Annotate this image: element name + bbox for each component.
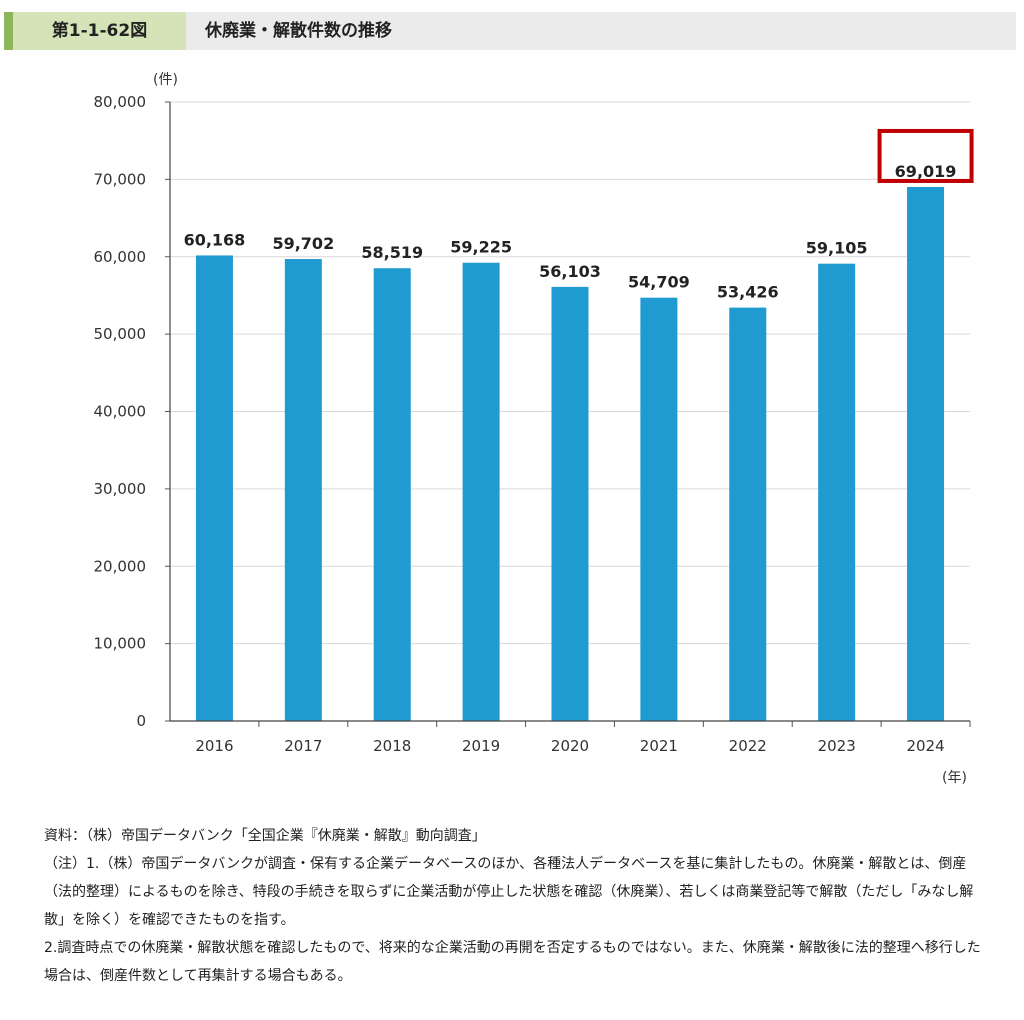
x-tick-label: 2016 (195, 737, 233, 755)
y-tick-label: 0 (136, 712, 146, 730)
x-tick-label: 2021 (640, 737, 678, 755)
notes: 資料：（株）帝国データバンク「全国企業『休廃業・解散』動向調査」 （注）1.（株… (44, 822, 984, 990)
bar-value-label: 58,519 (361, 243, 423, 262)
y-axis-ticks: 0 10,000 20,000 30,000 40,000 50,000 60,000 70,… (94, 93, 170, 730)
bar-2022 (729, 307, 767, 721)
y-tick-label: 40,000 (94, 403, 147, 421)
bar-value-label: 69,019 (895, 162, 957, 181)
bar-2020 (551, 286, 589, 721)
x-tick-label: 2022 (729, 737, 767, 755)
bar-value-label: 60,168 (184, 230, 246, 249)
bar-value-label: 59,702 (272, 234, 334, 253)
bar-value-label: 59,225 (450, 238, 512, 257)
note-1: （注）1.（株）帝国データバンクが調査・保有する企業データベースのほか、各種法人… (44, 856, 974, 928)
y-tick-label: 30,000 (94, 480, 147, 498)
x-tick-label: 2020 (551, 737, 589, 755)
bar-2024 (907, 186, 945, 722)
x-axis-ticks: 2016 2017 2018 2019 2020 2021 2022 2023 2024 (195, 721, 971, 755)
x-tick-label: 2019 (462, 737, 500, 755)
bars (195, 186, 945, 722)
bar-2018 (373, 268, 411, 721)
x-tick-label: 2023 (818, 737, 856, 755)
x-tick-label: 2024 (906, 737, 944, 755)
bar-value-label: 54,709 (628, 273, 690, 292)
y-tick-label: 10,000 (94, 635, 147, 653)
y-tick-label: 70,000 (94, 170, 147, 188)
x-tick-label: 2017 (284, 737, 322, 755)
bar-2023 (818, 263, 856, 721)
y-tick-label: 50,000 (94, 325, 147, 343)
x-tick-label: 2018 (373, 737, 411, 755)
bar-value-label: 59,105 (806, 239, 868, 258)
y-axis-unit: (件) (153, 72, 178, 88)
bar-value-labels: 60,168 59,702 58,519 59,225 56,103 54,709 53,4… (184, 162, 957, 302)
header-accent (4, 12, 13, 50)
bar-2021 (640, 297, 678, 721)
x-axis-unit: (年) (942, 770, 967, 786)
bar-value-label: 56,103 (539, 262, 601, 281)
y-tick-label: 60,000 (94, 248, 147, 266)
figure-number: 第1-1-62図 (13, 12, 186, 50)
highlight-box (877, 128, 974, 183)
bar-2019 (462, 262, 500, 721)
figure-title: 休廃業・解散件数の推移 (205, 21, 392, 41)
bar-value-label: 53,426 (717, 283, 779, 302)
y-tick-label: 20,000 (94, 557, 147, 575)
bar-chart: 0 10,000 20,000 30,000 40,000 50,000 60,000 70,… (94, 72, 974, 786)
bar-2016 (195, 255, 233, 721)
y-tick-label: 80,000 (94, 93, 147, 111)
source-note: 資料：（株）帝国データバンク「全国企業『休廃業・解散』動向調査」 (44, 828, 486, 844)
note-2: 2.調査時点での休廃業・解散状態を確認したもので、将来的な企業活動の再開を否定す… (44, 940, 981, 984)
bar-2017 (284, 259, 322, 721)
